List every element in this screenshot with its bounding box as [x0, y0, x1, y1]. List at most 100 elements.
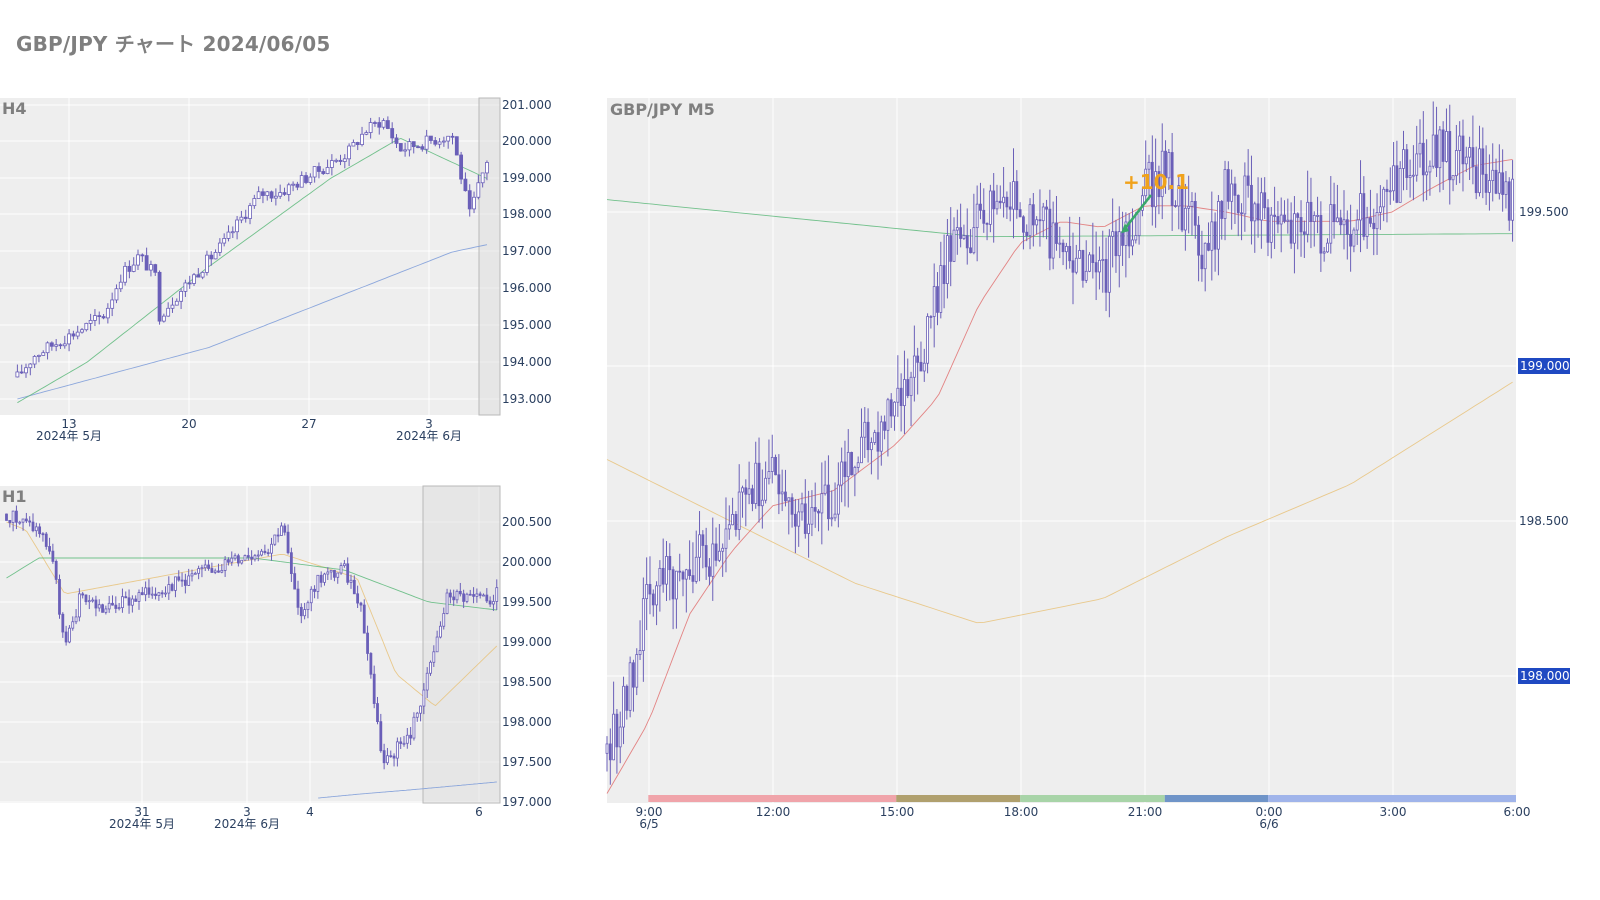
candle-body	[1352, 229, 1356, 247]
candle-body	[1468, 147, 1471, 158]
candle-body	[1223, 169, 1227, 219]
candle-body	[896, 387, 900, 403]
candle-body	[1428, 165, 1432, 173]
candle-body	[1200, 254, 1204, 270]
candle-body	[8, 520, 12, 523]
candle-body	[472, 196, 476, 210]
candle-body	[1061, 242, 1065, 253]
candle-body	[939, 265, 943, 313]
candle-body	[174, 300, 179, 306]
candle-body	[615, 713, 619, 748]
candle-body	[1418, 142, 1422, 155]
candle-body	[312, 166, 317, 178]
candle-body	[1511, 178, 1514, 221]
candle-body	[701, 534, 705, 546]
candle-body	[140, 254, 145, 257]
candle-body	[1497, 172, 1501, 194]
y-tick-label: 197.000	[502, 795, 552, 809]
x-tick-label: 3	[243, 805, 251, 819]
candle-body	[1332, 204, 1336, 223]
x-tick-label: 15:00	[880, 805, 915, 819]
candle-body	[465, 593, 469, 602]
candle-body	[635, 654, 639, 688]
candle-body	[969, 247, 972, 254]
candle-body	[1187, 205, 1191, 209]
candle-body	[233, 555, 237, 559]
candle-body	[368, 122, 373, 133]
candle-body	[1111, 231, 1115, 237]
candle-body	[665, 556, 668, 585]
candle-body	[985, 222, 989, 225]
candle-body	[1322, 251, 1326, 254]
candle-body	[386, 755, 389, 764]
candle-body	[467, 190, 472, 210]
candle-body	[74, 616, 78, 623]
candle-body	[390, 128, 395, 139]
candle-body	[61, 613, 65, 633]
candle-body	[790, 497, 794, 515]
candle-body	[124, 596, 128, 599]
candle-body	[187, 282, 192, 285]
candle-body	[369, 653, 373, 675]
candle-body	[632, 662, 635, 688]
candle-body	[1369, 217, 1372, 224]
candle-body	[1269, 214, 1273, 243]
candle-body	[1421, 142, 1425, 176]
y-tick-label: 197.500	[502, 755, 552, 769]
candle-body	[373, 122, 377, 124]
candle-body	[77, 593, 81, 618]
candle-body	[876, 432, 880, 452]
candle-body	[1491, 169, 1495, 181]
candle-body	[988, 190, 992, 225]
candle-body	[1236, 194, 1240, 214]
candle-body	[256, 554, 260, 557]
candle-body	[1342, 219, 1346, 226]
candle-body	[38, 526, 42, 535]
candle-body	[1454, 150, 1458, 177]
candle-body	[836, 484, 840, 515]
candle-body	[1326, 242, 1329, 253]
session-bar	[1020, 795, 1165, 802]
candle-body	[972, 227, 976, 254]
candle-body	[1286, 219, 1290, 222]
candle-body	[992, 190, 996, 210]
y-tick-label: 194.000	[502, 355, 552, 369]
candle-body	[107, 602, 111, 610]
candle-body	[1243, 175, 1247, 215]
candle-body	[149, 264, 153, 271]
candle-body	[704, 545, 708, 568]
candle-body	[681, 571, 685, 580]
candle-body	[455, 590, 459, 601]
candle-body	[668, 556, 672, 571]
candle-body	[1276, 216, 1280, 225]
candle-body	[1501, 172, 1505, 195]
candle-body	[160, 592, 164, 595]
candle-body	[1494, 169, 1498, 194]
candle-body	[394, 137, 399, 144]
candle-body	[432, 651, 436, 663]
candle-body	[21, 518, 25, 523]
candle-body	[458, 590, 462, 595]
candle-body	[93, 315, 97, 321]
candle-body	[164, 592, 167, 595]
candle-body	[903, 379, 906, 407]
candle-body	[405, 734, 409, 744]
y-tick-label: 195.000	[502, 318, 552, 332]
candle-body	[1213, 221, 1217, 250]
candle-body	[230, 231, 235, 234]
candle-body	[856, 462, 860, 468]
candle-body	[150, 593, 154, 596]
candle-body	[1312, 215, 1316, 223]
candle-body	[283, 525, 287, 533]
plot-background	[0, 486, 500, 803]
candle-body	[333, 569, 336, 578]
candle-body	[230, 557, 234, 563]
candle-body	[1045, 206, 1048, 210]
candle-body	[437, 141, 442, 145]
candle-body	[1415, 153, 1419, 176]
candle-body	[1230, 183, 1234, 202]
candle-body	[121, 596, 124, 609]
candle-body	[1002, 196, 1005, 204]
candle-body	[429, 661, 432, 674]
candle-body	[177, 576, 181, 581]
